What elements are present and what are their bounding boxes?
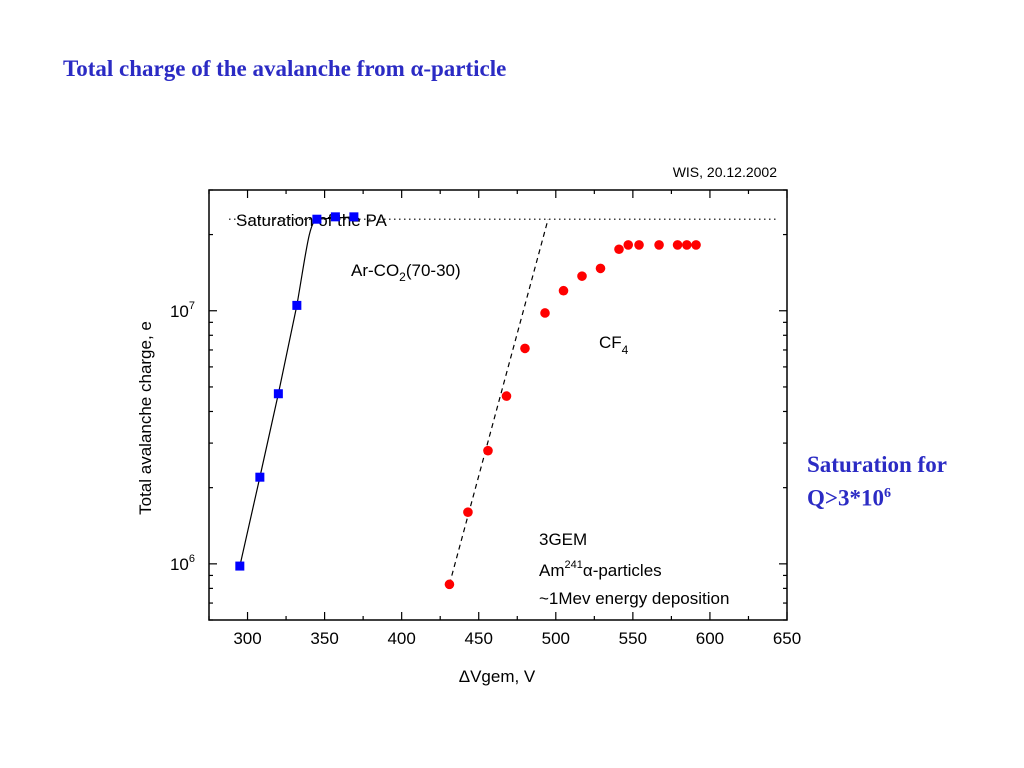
x-tick-label: 500 xyxy=(542,629,570,648)
x-tick-label: 650 xyxy=(773,629,801,648)
chart-header: WIS, 20.12.2002 xyxy=(673,164,778,180)
annotation-line2-sup: 241 xyxy=(565,559,583,571)
y-axis-label: Total avalanche charge, e xyxy=(136,321,155,515)
point-arco2 xyxy=(235,561,245,571)
x-axis-label: ΔVgem, V xyxy=(459,667,536,686)
series-label-arco2-sub: 2 xyxy=(399,270,406,284)
series-label-cf4-sub: 4 xyxy=(622,343,629,357)
point-arco2 xyxy=(330,212,340,222)
slide-title: Total charge of the avalanche from α-par… xyxy=(63,56,507,81)
fit-line-cf4 xyxy=(448,219,549,585)
point-cf4 xyxy=(672,240,683,250)
point-arco2 xyxy=(273,389,283,399)
saturation-note-base: Q>3*10 xyxy=(807,485,884,511)
y-axis: 106 107 xyxy=(170,189,787,621)
annotation-line2: Am241α-particles xyxy=(539,559,662,580)
annotation-line1: 3GEM xyxy=(539,530,587,549)
x-tick-label: 600 xyxy=(696,629,724,648)
point-cf4 xyxy=(483,445,493,456)
saturation-note-exponent: 6 xyxy=(884,486,891,501)
point-cf4 xyxy=(520,343,530,354)
point-cf4 xyxy=(595,263,606,274)
point-cf4 xyxy=(691,240,701,250)
y-tick-label: 106 xyxy=(170,553,195,574)
point-cf4 xyxy=(577,271,587,281)
saturation-note: Saturation for Q>3*106 xyxy=(807,450,947,513)
point-cf4 xyxy=(682,240,692,250)
series-label-arco2: Ar-CO2(70-30) xyxy=(351,261,461,284)
saturation-note-line1: Saturation for xyxy=(807,452,947,477)
point-cf4 xyxy=(444,579,455,590)
point-arco2 xyxy=(349,212,359,222)
data-points xyxy=(235,212,701,590)
annotation-line2-tail: α-particles xyxy=(583,561,662,580)
point-cf4 xyxy=(654,240,664,250)
annotation-line3: ~1Mev energy deposition xyxy=(539,589,729,608)
x-tick-label: 550 xyxy=(619,629,647,648)
plot-frame xyxy=(208,189,788,621)
series-label-arco2-base: Ar-CO xyxy=(351,261,399,280)
x-tick-label: 450 xyxy=(465,629,493,648)
saturation-note-line2: Q>3*106 xyxy=(807,479,947,513)
point-cf4 xyxy=(558,285,569,296)
point-arco2 xyxy=(292,300,302,310)
y-tick-label: 107 xyxy=(170,300,195,321)
series-label-cf4-base: CF xyxy=(599,333,622,352)
point-cf4 xyxy=(463,507,473,517)
point-arco2 xyxy=(312,214,322,224)
point-arco2 xyxy=(255,472,265,482)
point-cf4 xyxy=(634,240,644,250)
x-tick-label: 300 xyxy=(233,629,261,648)
annotation-line2-base: Am xyxy=(539,561,565,580)
series-label-arco2-tail: (70-30) xyxy=(406,261,461,280)
point-cf4 xyxy=(540,308,550,318)
point-cf4 xyxy=(501,391,512,401)
x-axis: 300 350 400 450 500 550 600 650 xyxy=(208,190,801,648)
fit-curve-arco2 xyxy=(239,216,354,567)
x-tick-label: 400 xyxy=(387,629,415,648)
x-tick-label: 350 xyxy=(310,629,338,648)
series-label-cf4: CF4 xyxy=(599,333,629,357)
point-cf4 xyxy=(623,240,634,250)
point-cf4 xyxy=(614,244,624,255)
